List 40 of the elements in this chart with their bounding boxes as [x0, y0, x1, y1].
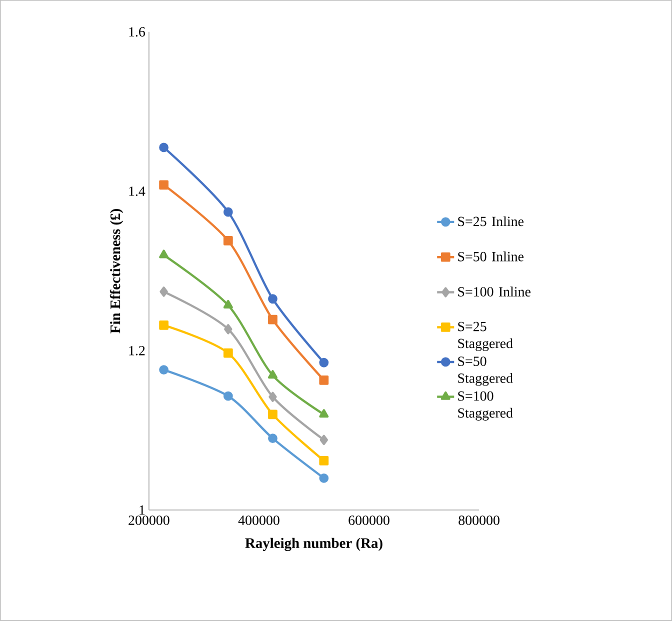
point [223, 236, 233, 246]
point [160, 286, 168, 297]
point [223, 348, 233, 358]
point [319, 473, 329, 483]
point [159, 250, 169, 258]
legend-label: S=25 Staggered [458, 322, 513, 352]
x-tick-label: 800000 [458, 516, 500, 525]
point [268, 294, 278, 304]
legend-label: S=100 Inline [458, 286, 530, 297]
point [319, 409, 329, 418]
point [268, 392, 277, 402]
y-tick-label: 1.2 [129, 346, 145, 356]
legend-label: S=25 Inline [458, 216, 524, 226]
point [268, 314, 278, 324]
point [319, 456, 329, 466]
point [223, 300, 233, 308]
legend-label: S=50 Staggered [458, 356, 513, 386]
point [224, 324, 232, 334]
point [319, 375, 329, 385]
x-tick-label: 600000 [348, 516, 390, 525]
legend-label: S=100 Staggered [458, 391, 513, 421]
y-tick-label: 1 [140, 505, 145, 515]
point [159, 365, 168, 374]
x-axis-title: Rayleigh number (Ra) [245, 538, 382, 552]
point [159, 320, 168, 330]
point [223, 391, 233, 401]
x-tick-label: 200000 [128, 516, 170, 525]
point [319, 358, 329, 368]
y-tick-label: 1.6 [129, 27, 146, 37]
x-tick-label: 400000 [238, 516, 280, 525]
point [159, 142, 168, 152]
point [159, 180, 168, 190]
point [223, 207, 233, 217]
y-tick-label: 1.4 [129, 186, 146, 196]
legend-label: S=50 Inline [458, 252, 524, 262]
point [268, 434, 278, 444]
point [268, 370, 278, 379]
point [320, 434, 328, 446]
y-axis-title: Fin Effectiveness (£) [110, 209, 124, 334]
point [268, 410, 278, 420]
